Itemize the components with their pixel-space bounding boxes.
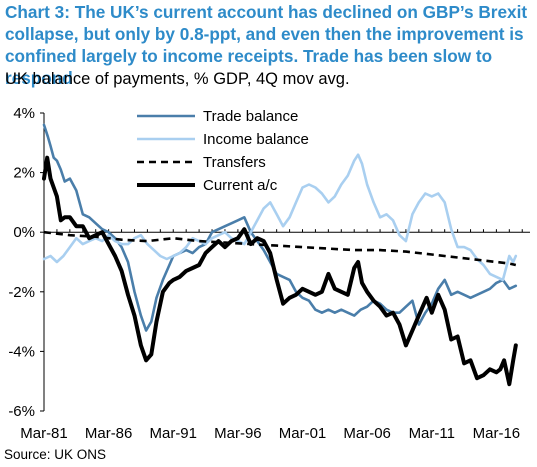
axes: 4% 2% 0% -2% -4% -6% Mar-81 Mar-86 Mar-91 Mar-96 M… — [8, 105, 530, 442]
y-tick-label: -2% — [8, 284, 35, 301]
series-line-transfers — [43, 230, 517, 267]
legend-label-income-balance: Income balance — [203, 131, 309, 148]
series-line-trade-balance — [42, 123, 518, 332]
x-tick-label: Mar-96 — [214, 425, 262, 442]
x-tick-label: Mar-01 — [279, 425, 327, 442]
series-line-current-a-c — [42, 155, 518, 387]
series-group — [42, 123, 518, 387]
x-tick-label: Mar-06 — [343, 425, 391, 442]
x-tick-label: Mar-86 — [85, 425, 133, 442]
y-tick-label: 2% — [13, 165, 35, 182]
y-tick-label: 0% — [13, 224, 35, 241]
x-tick-label: Mar-81 — [20, 425, 68, 442]
legend-label-trade-balance: Trade balance — [203, 108, 298, 125]
legend-label-transfers: Transfers — [203, 154, 266, 171]
x-tick-label: Mar-91 — [149, 425, 197, 442]
legend: Trade balance Income balance Transfers Curr… — [137, 108, 309, 194]
y-tick-label: -4% — [8, 343, 35, 360]
source-note: Source: UK ONS — [4, 447, 107, 462]
line-chart: 4% 2% 0% -2% -4% -6% Mar-81 Mar-86 Mar-91 Mar-96 M… — [8, 105, 530, 442]
x-tick-label: Mar-11 — [409, 425, 455, 442]
y-tick-label: -6% — [8, 403, 35, 420]
series-line-income-balance — [42, 153, 518, 282]
y-tick-label: 4% — [13, 105, 35, 122]
legend-label-current-a-c: Current a/c — [203, 177, 278, 194]
chart-title: Chart 3: The UK’s current account has de… — [5, 2, 528, 88]
x-tick-label: Mar-16 — [473, 425, 521, 442]
chart-subtitle: UK balance of payments, % GDP, 4Q mov av… — [5, 70, 350, 88]
